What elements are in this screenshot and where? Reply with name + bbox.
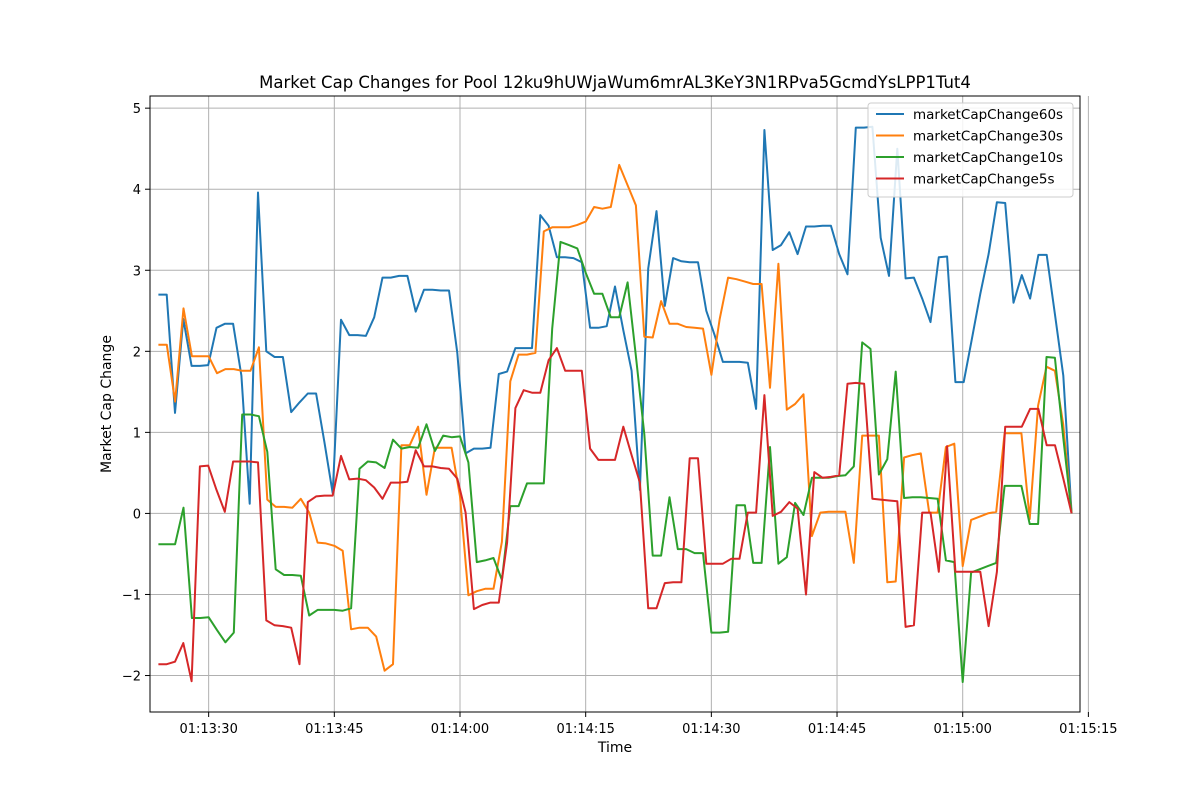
x-tick-label: 01:14:00 — [431, 722, 489, 737]
plot-frame — [149, 95, 1081, 713]
y-axis-title: Market Cap Change — [99, 335, 115, 473]
legend-box — [867, 102, 1074, 198]
legend-entry: marketCapChange5s — [913, 172, 1055, 188]
axis-ticks: 01:13:30 01:13:45 01:14:00 01:14:15 01:14:30… — [122, 102, 1118, 737]
x-tick-label: 01:13:45 — [305, 722, 363, 737]
grid — [150, 96, 1089, 712]
legend-entry: marketCapChange10s — [913, 150, 1063, 166]
x-tick-label: 01:14:30 — [682, 722, 740, 737]
y-tick-label: 2 — [133, 345, 141, 360]
y-tick-label: 5 — [133, 102, 141, 117]
series-line-marketCapChange10s — [158, 240, 1073, 683]
series-line-marketCapChange30s — [158, 163, 1073, 672]
chart-title: Market Cap Changes for Pool 12ku9hUWjaWu… — [259, 73, 971, 92]
legend-entry: marketCapChange30s — [913, 129, 1063, 145]
x-tick-label: 01:14:45 — [808, 722, 866, 737]
x-tick-label: 01:15:00 — [934, 722, 992, 737]
series-line-marketCapChange5s — [158, 347, 1073, 683]
legend: marketCapChange60s marketCapChange30s mark… — [867, 102, 1074, 198]
y-tick-label: −1 — [122, 588, 141, 603]
x-tick-label: 01:14:15 — [556, 722, 614, 737]
y-tick-label: 1 — [133, 426, 141, 441]
x-tick-label: 01:15:15 — [1059, 722, 1117, 737]
y-tick-label: 4 — [133, 183, 141, 198]
y-tick-label: 0 — [133, 507, 141, 522]
y-tick-label: −2 — [122, 670, 141, 685]
legend-entry: marketCapChange60s — [913, 107, 1063, 123]
series-lines — [158, 125, 1073, 683]
series-line-marketCapChange60s — [158, 125, 1073, 514]
x-axis-title: Time — [597, 740, 632, 756]
y-tick-label: 3 — [133, 264, 141, 279]
x-tick-label: 01:13:30 — [179, 722, 237, 737]
